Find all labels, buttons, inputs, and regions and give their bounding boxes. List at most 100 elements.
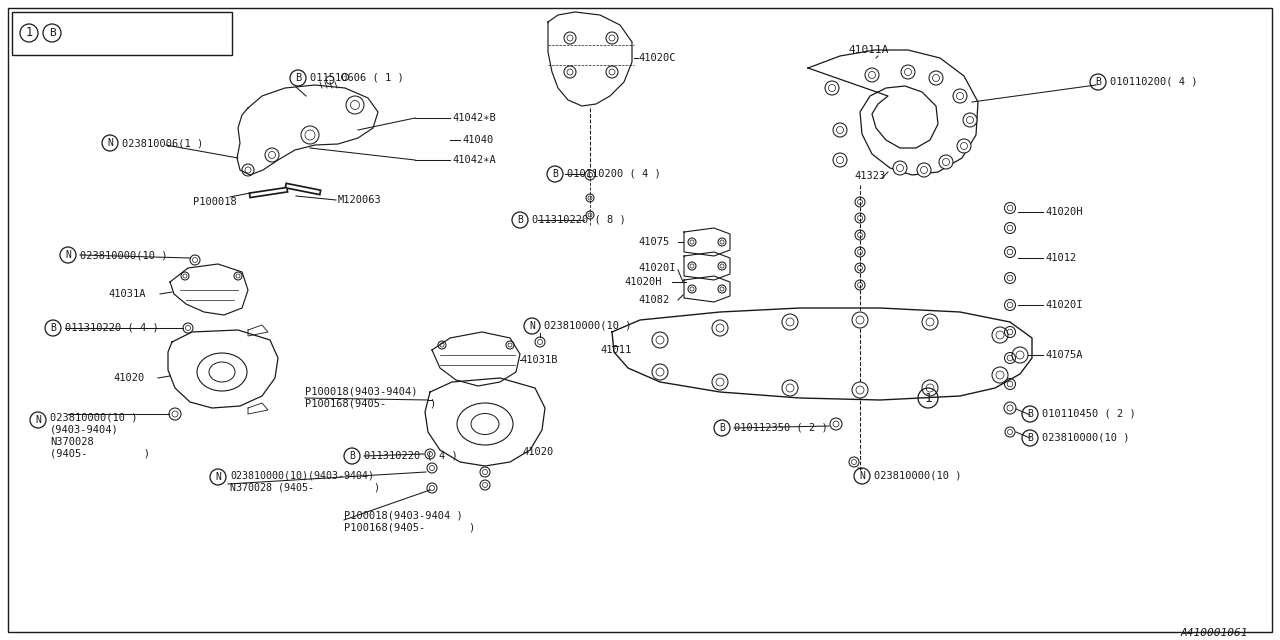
- Text: 41020C: 41020C: [637, 53, 676, 63]
- Text: P100018: P100018: [193, 197, 237, 207]
- Text: P100168(9405-       ): P100168(9405- ): [305, 399, 436, 409]
- Circle shape: [712, 374, 728, 390]
- Text: 41031B: 41031B: [520, 355, 558, 365]
- Text: 41020: 41020: [113, 373, 145, 383]
- Ellipse shape: [209, 362, 236, 382]
- Text: B: B: [294, 73, 301, 83]
- Text: N: N: [108, 138, 113, 148]
- Circle shape: [265, 148, 279, 162]
- Circle shape: [605, 32, 618, 44]
- Circle shape: [1012, 347, 1028, 363]
- Text: 41011: 41011: [600, 345, 631, 355]
- Text: (9403-9404): (9403-9404): [50, 425, 119, 435]
- Polygon shape: [684, 252, 730, 280]
- Text: N: N: [859, 471, 865, 481]
- Text: 41042∗A: 41042∗A: [452, 155, 495, 165]
- Text: 41020: 41020: [522, 447, 553, 457]
- Polygon shape: [425, 378, 545, 466]
- Polygon shape: [248, 403, 268, 414]
- Text: P100018(9403-9404 ): P100018(9403-9404 ): [344, 511, 463, 521]
- Circle shape: [782, 380, 797, 396]
- Circle shape: [929, 71, 943, 85]
- Text: 023810000(10 ): 023810000(10 ): [874, 471, 961, 481]
- Text: N: N: [215, 472, 221, 482]
- Circle shape: [992, 327, 1009, 343]
- Text: 41323: 41323: [854, 171, 886, 181]
- Text: 41042∗B: 41042∗B: [452, 113, 495, 123]
- Circle shape: [652, 332, 668, 348]
- Polygon shape: [170, 264, 248, 315]
- Text: 41012: 41012: [1044, 253, 1076, 263]
- Text: A410001061: A410001061: [1180, 628, 1248, 638]
- Circle shape: [782, 314, 797, 330]
- Text: 41075A: 41075A: [1044, 350, 1083, 360]
- Circle shape: [940, 155, 954, 169]
- Text: 023810000(10 ): 023810000(10 ): [79, 250, 168, 260]
- Text: 010110200( 4 ): 010110200( 4 ): [1110, 77, 1198, 87]
- Text: 41020H: 41020H: [1044, 207, 1083, 217]
- Text: 023810000(10 ): 023810000(10 ): [50, 413, 137, 423]
- Text: N370028 (9405-          ): N370028 (9405- ): [230, 482, 380, 492]
- Circle shape: [833, 123, 847, 137]
- Text: B: B: [1027, 433, 1033, 443]
- Circle shape: [833, 153, 847, 167]
- Text: 010110200 ( 4 ): 010110200 ( 4 ): [567, 169, 660, 179]
- Text: P100018(9403-9404): P100018(9403-9404): [305, 387, 417, 397]
- Text: 011310220 ( 8 ): 011310220 ( 8 ): [532, 215, 626, 225]
- Text: 023810000(10)(9403-9404): 023810000(10)(9403-9404): [230, 470, 374, 480]
- Text: B: B: [49, 28, 55, 38]
- Ellipse shape: [457, 403, 513, 445]
- Text: 41075: 41075: [637, 237, 669, 247]
- Circle shape: [963, 113, 977, 127]
- Text: 023810006(1 ): 023810006(1 ): [122, 138, 204, 148]
- Polygon shape: [684, 228, 730, 256]
- Polygon shape: [548, 12, 632, 106]
- Text: B: B: [50, 323, 56, 333]
- Text: N370028: N370028: [50, 437, 93, 447]
- Polygon shape: [237, 85, 378, 175]
- Text: 010110450 ( 2 ): 010110450 ( 2 ): [1042, 409, 1135, 419]
- Circle shape: [922, 380, 938, 396]
- Text: M120063: M120063: [338, 195, 381, 205]
- Polygon shape: [248, 325, 268, 336]
- Text: 011310220 ( 4 ): 011310220 ( 4 ): [65, 323, 159, 333]
- Text: B: B: [719, 423, 724, 433]
- Circle shape: [901, 65, 915, 79]
- Circle shape: [922, 314, 938, 330]
- Circle shape: [564, 32, 576, 44]
- Ellipse shape: [471, 413, 499, 435]
- Text: P100168(9405-       ): P100168(9405- ): [344, 523, 475, 533]
- Text: 41031A: 41031A: [108, 289, 146, 299]
- Polygon shape: [808, 50, 978, 175]
- Circle shape: [957, 139, 972, 153]
- Text: B: B: [517, 215, 524, 225]
- Text: B: B: [1027, 409, 1033, 419]
- Circle shape: [605, 66, 618, 78]
- Bar: [12, 12, 232, 55]
- Text: 010006350( 2 ): 010006350( 2 ): [67, 26, 165, 40]
- Text: B: B: [552, 169, 558, 179]
- Circle shape: [712, 320, 728, 336]
- Text: 011510606 ( 1 ): 011510606 ( 1 ): [310, 73, 403, 83]
- Text: N: N: [65, 250, 70, 260]
- Circle shape: [564, 66, 576, 78]
- Circle shape: [852, 312, 868, 328]
- Text: 41082: 41082: [637, 295, 669, 305]
- Circle shape: [652, 364, 668, 380]
- Text: (9405-         ): (9405- ): [50, 449, 150, 459]
- Circle shape: [826, 81, 838, 95]
- Text: 1: 1: [26, 26, 32, 40]
- Text: 41020H: 41020H: [625, 277, 662, 287]
- Polygon shape: [168, 330, 278, 408]
- Circle shape: [346, 96, 364, 114]
- Ellipse shape: [197, 353, 247, 391]
- Text: 41040: 41040: [462, 135, 493, 145]
- Text: 011310220 ( 4 ): 011310220 ( 4 ): [364, 451, 458, 461]
- Circle shape: [893, 161, 908, 175]
- Text: N: N: [35, 415, 41, 425]
- Circle shape: [992, 367, 1009, 383]
- Text: B: B: [1096, 77, 1101, 87]
- Text: 010112350 ( 2 ): 010112350 ( 2 ): [733, 423, 828, 433]
- Circle shape: [852, 382, 868, 398]
- Text: N: N: [529, 321, 535, 331]
